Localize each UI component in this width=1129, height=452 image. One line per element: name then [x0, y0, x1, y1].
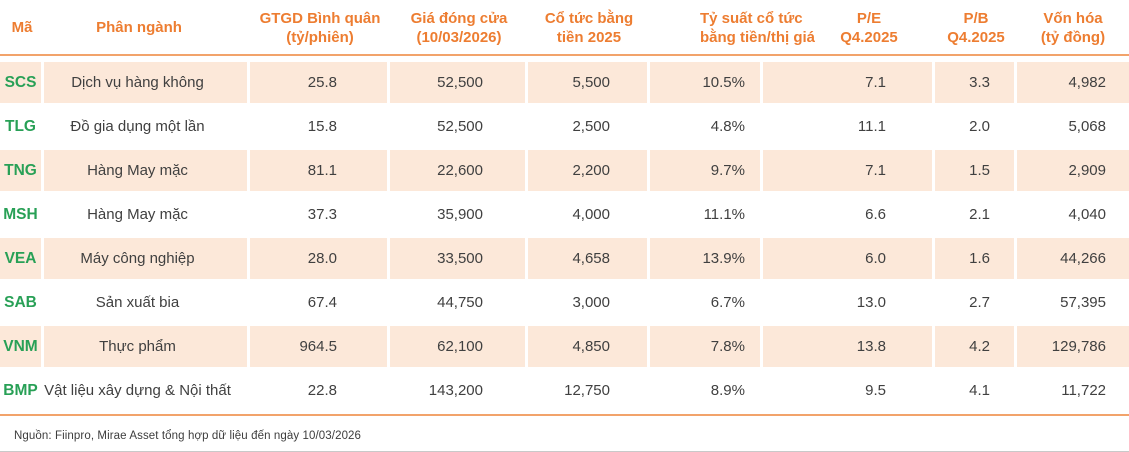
- table-row-scs: SCS Dịch vụ hàng không 25.8 52,500 5,500…: [0, 56, 1129, 106]
- market-cap-cell: 129,786: [1017, 326, 1129, 370]
- yield-cell: 4.8%: [650, 106, 763, 150]
- pe-cell: 6.6: [763, 194, 935, 238]
- market-cap-cell: 4,040: [1017, 194, 1129, 238]
- pb-cell: 4.2: [935, 326, 1017, 370]
- close-price-cell: 33,500: [390, 238, 528, 282]
- col-header-avg-trading-value: GTGD Bình quân (tỷ/phiên): [250, 0, 390, 56]
- col-header-dividend-yield: Tỷ suất cổ tức bằng tiền/thị giá: [650, 0, 815, 56]
- table-body: SCS Dịch vụ hàng không 25.8 52,500 5,500…: [0, 56, 1129, 414]
- sector-cell: Hàng May mặc: [44, 194, 250, 238]
- sector-cell: Hàng May mặc: [44, 150, 250, 194]
- header-row: Mã Phân ngành GTGD Bình quân (tỷ/phiên) …: [0, 0, 1129, 56]
- ticker-cell: MSH: [0, 194, 44, 238]
- ticker-cell: VEA: [0, 238, 44, 282]
- pb-cell: 3.3: [935, 56, 1017, 106]
- pe-cell: 7.1: [763, 56, 935, 106]
- ticker-cell: SAB: [0, 282, 44, 326]
- pb-cell: 4.1: [935, 370, 1017, 414]
- dividend-cell: 4,850: [528, 326, 650, 370]
- dividend-cell: 2,500: [528, 106, 650, 150]
- yield-cell: 6.7%: [650, 282, 763, 326]
- gtgd-cell: 25.8: [250, 56, 390, 106]
- pb-cell: 1.6: [935, 238, 1017, 282]
- close-price-cell: 143,200: [390, 370, 528, 414]
- yield-cell: 11.1%: [650, 194, 763, 238]
- yield-cell: 9.7%: [650, 150, 763, 194]
- yield-cell: 13.9%: [650, 238, 763, 282]
- col-header-ticker: Mã: [0, 0, 44, 56]
- dividend-cell: 2,200: [528, 150, 650, 194]
- ticker-cell: TLG: [0, 106, 44, 150]
- close-price-cell: 52,500: [390, 56, 528, 106]
- ticker-cell: VNM: [0, 326, 44, 370]
- close-price-cell: 22,600: [390, 150, 528, 194]
- ticker-cell: SCS: [0, 56, 44, 106]
- pb-cell: 2.0: [935, 106, 1017, 150]
- dividend-cell: 12,750: [528, 370, 650, 414]
- dividend-cell: 4,658: [528, 238, 650, 282]
- yield-cell: 8.9%: [650, 370, 763, 414]
- pb-cell: 2.7: [935, 282, 1017, 326]
- sector-cell: Đồ gia dụng một lần: [44, 106, 250, 150]
- gtgd-cell: 22.8: [250, 370, 390, 414]
- col-header-pe: P/E Q4.2025: [763, 0, 935, 56]
- close-price-cell: 35,900: [390, 194, 528, 238]
- dividend-cell: 3,000: [528, 282, 650, 326]
- sector-cell: Vật liệu xây dựng & Nội thất: [44, 370, 250, 414]
- sector-cell: Dịch vụ hàng không: [44, 56, 250, 106]
- sector-cell: Sản xuất bia: [44, 282, 250, 326]
- pe-cell: 7.1: [763, 150, 935, 194]
- table-row-msh: MSH Hàng May mặc 37.3 35,900 4,000 11.1%…: [0, 194, 1129, 238]
- market-cap-cell: 2,909: [1017, 150, 1129, 194]
- pe-cell: 11.1: [763, 106, 935, 150]
- stock-valuation-table: Mã Phân ngành GTGD Bình quân (tỷ/phiên) …: [0, 0, 1129, 414]
- col-header-sector: Phân ngành: [44, 0, 250, 56]
- gtgd-cell: 15.8: [250, 106, 390, 150]
- pe-cell: 6.0: [763, 238, 935, 282]
- ticker-cell: TNG: [0, 150, 44, 194]
- market-cap-cell: 5,068: [1017, 106, 1129, 150]
- market-cap-cell: 4,982: [1017, 56, 1129, 106]
- col-header-cash-dividend: Cổ tức bằng tiền 2025: [528, 0, 650, 56]
- yield-cell: 10.5%: [650, 56, 763, 106]
- close-price-cell: 44,750: [390, 282, 528, 326]
- table-header: Mã Phân ngành GTGD Bình quân (tỷ/phiên) …: [0, 0, 1129, 56]
- col-header-market-cap: Vốn hóa (tỷ đồng): [1017, 0, 1129, 56]
- table-row-tlg: TLG Đồ gia dụng một lần 15.8 52,500 2,50…: [0, 106, 1129, 150]
- col-header-pb: P/B Q4.2025: [935, 0, 1017, 56]
- gtgd-cell: 81.1: [250, 150, 390, 194]
- pe-cell: 13.8: [763, 326, 935, 370]
- col-header-close-price: Giá đóng cửa (10/03/2026): [390, 0, 528, 56]
- gtgd-cell: 67.4: [250, 282, 390, 326]
- dividend-cell: 4,000: [528, 194, 650, 238]
- sector-cell: Thực phẩm: [44, 326, 250, 370]
- yield-cell: 7.8%: [650, 326, 763, 370]
- sector-cell: Máy công nghiệp: [44, 238, 250, 282]
- market-cap-cell: 11,722: [1017, 370, 1129, 414]
- table-row-vea: VEA Máy công nghiệp 28.0 33,500 4,658 13…: [0, 238, 1129, 282]
- pe-cell: 13.0: [763, 282, 935, 326]
- market-cap-cell: 57,395: [1017, 282, 1129, 326]
- table-row-vnm: VNM Thực phẩm 964.5 62,100 4,850 7.8% 13…: [0, 326, 1129, 370]
- ticker-cell: BMP: [0, 370, 44, 414]
- gtgd-cell: 28.0: [250, 238, 390, 282]
- source-note: Nguồn: Fiinpro, Mirae Asset tổng hợp dữ …: [14, 430, 362, 442]
- pb-cell: 1.5: [935, 150, 1017, 194]
- market-cap-cell: 44,266: [1017, 238, 1129, 282]
- gtgd-cell: 964.5: [250, 326, 390, 370]
- gtgd-cell: 37.3: [250, 194, 390, 238]
- pb-cell: 2.1: [935, 194, 1017, 238]
- pe-cell: 9.5: [763, 370, 935, 414]
- close-price-cell: 52,500: [390, 106, 528, 150]
- dividend-cell: 5,500: [528, 56, 650, 106]
- table-row-bmp: BMP Vật liệu xây dựng & Nội thất 22.8 14…: [0, 370, 1129, 414]
- table-row-tng: TNG Hàng May mặc 81.1 22,600 2,200 9.7% …: [0, 150, 1129, 194]
- table-row-sab: SAB Sản xuất bia 67.4 44,750 3,000 6.7% …: [0, 282, 1129, 326]
- table-bottom-rule: [0, 414, 1129, 416]
- close-price-cell: 62,100: [390, 326, 528, 370]
